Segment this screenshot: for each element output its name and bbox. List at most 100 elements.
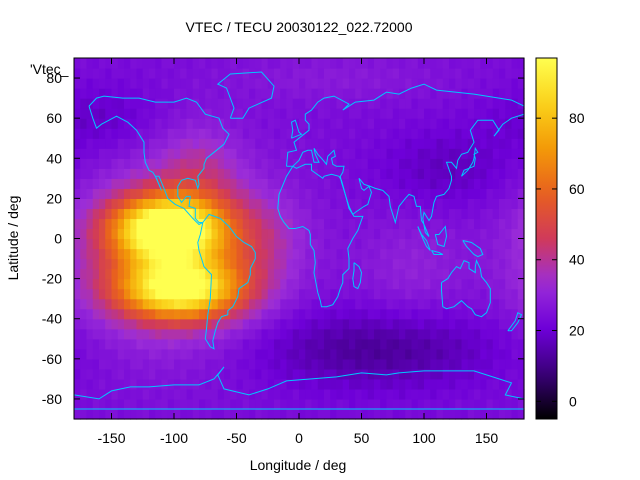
heatmap-cell	[149, 308, 156, 320]
heatmap-cell	[74, 378, 81, 390]
heatmap-cell	[161, 88, 169, 99]
heatmap-cell	[392, 398, 400, 410]
heatmap-cell	[517, 178, 525, 189]
heatmap-cell	[467, 338, 475, 350]
heatmap-cell	[74, 308, 81, 320]
heatmap-cell	[224, 188, 231, 199]
heatmap-cell	[367, 348, 375, 360]
heatmap-cell	[136, 118, 144, 129]
heatmap-cell	[486, 208, 494, 220]
heatmap-cell	[249, 238, 256, 250]
heatmap-cell	[417, 138, 425, 149]
heatmap-cell	[274, 128, 281, 139]
heatmap-cell	[155, 138, 163, 149]
heatmap-cell	[386, 118, 394, 129]
heatmap-cell	[305, 88, 313, 99]
coastline	[216, 71, 275, 119]
heatmap-cell	[161, 358, 169, 370]
heatmap-cell	[430, 128, 438, 139]
heatmap-cell	[367, 288, 375, 300]
heatmap-cell	[486, 148, 494, 159]
heatmap-cell	[461, 308, 469, 320]
heatmap-cell	[411, 58, 419, 69]
heatmap-cell	[136, 218, 144, 230]
heatmap-cell	[349, 138, 356, 149]
heatmap-cell	[455, 188, 463, 199]
heatmap-cell	[217, 138, 225, 149]
heatmap-cell	[142, 368, 150, 380]
heatmap-cell	[467, 328, 475, 340]
heatmap-cell	[167, 388, 175, 400]
coastlines	[74, 71, 524, 410]
heatmap-cell	[105, 328, 113, 340]
heatmap-cell	[449, 98, 456, 109]
heatmap-cell	[336, 238, 344, 250]
heatmap-cell	[149, 248, 156, 260]
heatmap-cell	[280, 248, 288, 260]
heatmap-cell	[286, 248, 294, 260]
heatmap-cell	[480, 318, 488, 330]
heatmap-cell	[430, 108, 438, 119]
heatmap-cell	[99, 168, 106, 179]
heatmap-cell	[280, 328, 288, 340]
heatmap-cell	[324, 308, 331, 320]
heatmap-cell	[105, 108, 113, 119]
heatmap-cell	[442, 118, 450, 129]
heatmap-cell	[511, 268, 519, 280]
heatmap-cell	[311, 338, 319, 350]
heatmap-cell	[511, 218, 519, 230]
heatmap-cell	[424, 218, 431, 230]
heatmap-cell	[292, 348, 300, 360]
heatmap-cell	[355, 168, 363, 179]
heatmap-cell	[105, 138, 113, 149]
colorbar-tick-label: 60	[569, 181, 585, 197]
heatmap-cell	[430, 178, 438, 189]
heatmap-cell	[411, 288, 419, 300]
heatmap-cell	[361, 178, 369, 189]
heatmap-cell	[292, 188, 300, 199]
heatmap-cell	[417, 98, 425, 109]
heatmap-cell	[374, 98, 381, 109]
heatmap-cell	[117, 288, 125, 300]
heatmap-cell	[261, 318, 269, 330]
heatmap-cell	[492, 88, 500, 99]
heatmap-cell	[199, 338, 206, 350]
heatmap-cell	[317, 288, 325, 300]
heatmap-cell	[249, 368, 256, 380]
heatmap-cell	[330, 388, 338, 400]
heatmap-cell	[467, 278, 475, 290]
heatmap-cell	[80, 398, 88, 410]
heatmap-cell	[242, 118, 250, 129]
heatmap-cell	[324, 268, 331, 280]
heatmap-cell	[236, 348, 244, 360]
heatmap-cell	[305, 128, 313, 139]
heatmap-cell	[267, 148, 275, 159]
heatmap-cell	[392, 378, 400, 390]
heatmap-cell	[374, 318, 381, 330]
heatmap-cell	[436, 298, 444, 310]
heatmap-cell	[180, 258, 188, 270]
heatmap-cell	[405, 278, 413, 290]
heatmap-cell	[467, 188, 475, 199]
heatmap-cell	[224, 218, 231, 230]
heatmap-cell	[105, 168, 113, 179]
heatmap-cell	[449, 78, 456, 89]
heatmap-cell	[192, 188, 200, 199]
heatmap-cell	[136, 108, 144, 119]
heatmap-cell	[142, 318, 150, 330]
heatmap-cell	[267, 398, 275, 410]
heatmap-cell	[492, 238, 500, 250]
heatmap-cell	[255, 228, 263, 240]
heatmap-cell	[361, 348, 369, 360]
heatmap-cell	[236, 278, 244, 290]
heatmap-cell	[436, 98, 444, 109]
heatmap-cell	[442, 298, 450, 310]
heatmap-cell	[105, 298, 113, 310]
heatmap-cell	[130, 138, 138, 149]
heatmap-cell	[442, 148, 450, 159]
heatmap-cell	[117, 68, 125, 79]
heatmap-cell	[305, 78, 313, 89]
heatmap-cell	[324, 338, 331, 350]
heatmap-cell	[261, 278, 269, 290]
heatmap-cell	[474, 248, 481, 260]
